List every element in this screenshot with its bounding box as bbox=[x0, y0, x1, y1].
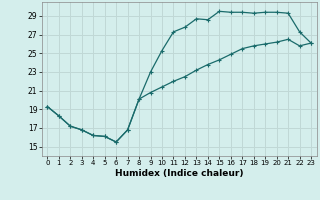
X-axis label: Humidex (Indice chaleur): Humidex (Indice chaleur) bbox=[115, 169, 244, 178]
